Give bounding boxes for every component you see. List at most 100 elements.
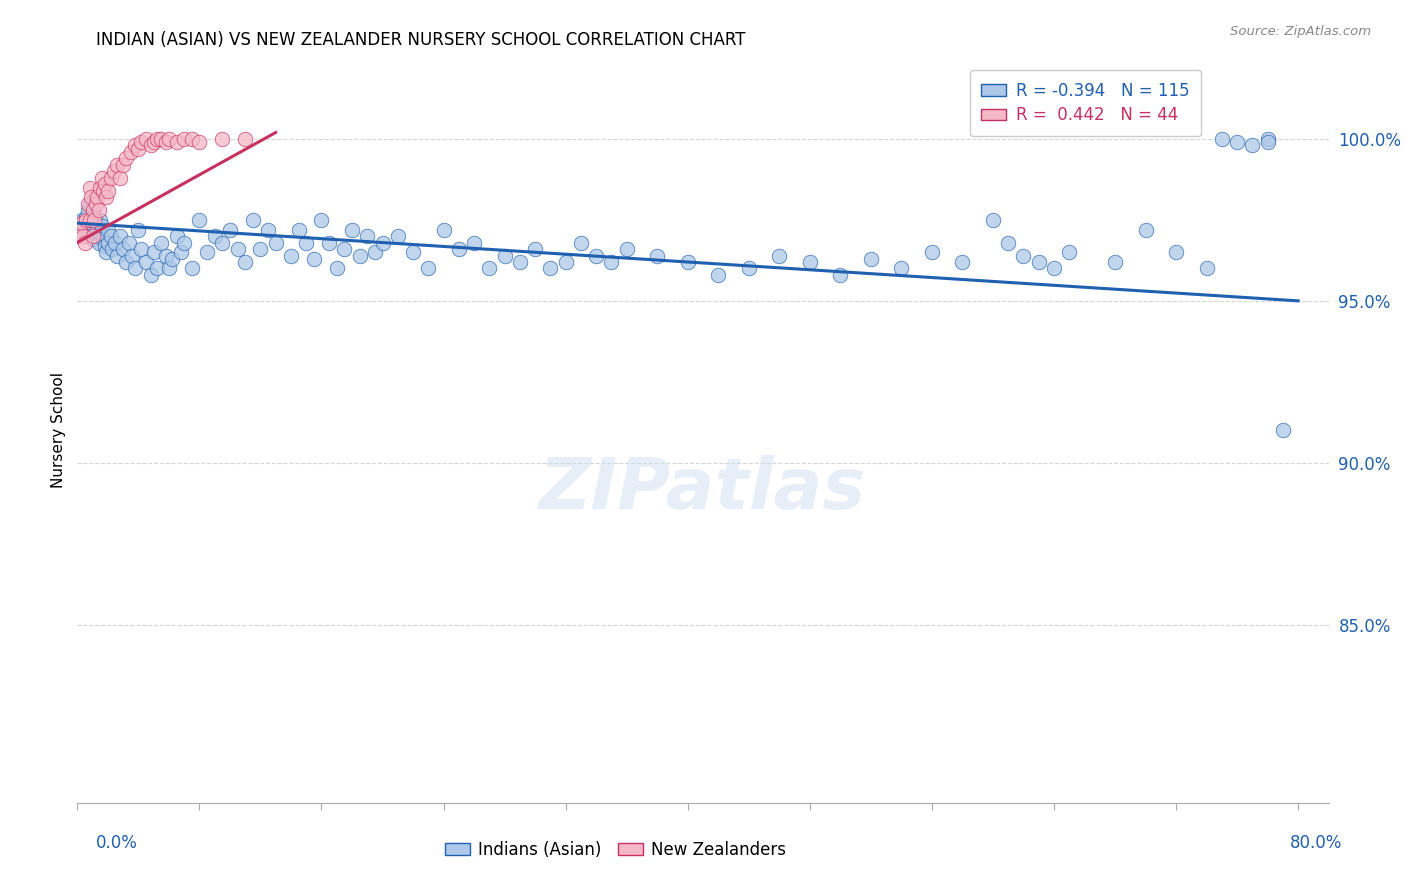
Point [326,261,349,276]
Point [295,235,318,250]
Point [952,255,974,269]
Point [830,268,852,282]
Point [166,135,188,149]
Point [211,132,233,146]
Point [302,252,325,266]
Point [494,248,516,262]
Point [921,245,943,260]
Point [76,213,98,227]
Point [127,142,149,156]
Point [318,235,340,250]
Point [139,138,162,153]
Point [70,216,93,230]
Point [69,222,91,236]
Y-axis label: Nursery School: Nursery School [51,372,66,489]
Point [150,235,173,250]
Point [100,170,122,185]
Point [890,261,912,276]
Point [86,222,108,236]
Point [124,261,146,276]
Point [524,242,547,256]
Point [131,135,153,149]
Point [616,242,638,256]
Point [118,235,141,250]
Point [432,222,454,236]
Legend: Indians (Asian), New Zealanders: Indians (Asian), New Zealanders [437,834,793,865]
Point [233,132,256,146]
Point [859,252,882,266]
Point [204,229,226,244]
Point [585,248,607,262]
Point [80,213,103,227]
Point [242,213,264,227]
Point [89,213,111,227]
Point [447,242,470,256]
Point [170,245,193,260]
Point [79,180,101,194]
Point [105,158,128,172]
Point [1164,245,1187,260]
Point [1195,261,1218,276]
Text: 0.0%: 0.0% [96,834,138,852]
Point [87,235,110,250]
Point [188,135,211,149]
Point [91,184,114,198]
Point [155,248,177,262]
Point [180,261,202,276]
Point [104,235,127,250]
Point [173,132,195,146]
Point [89,226,111,240]
Point [79,222,101,236]
Point [211,235,233,250]
Point [115,255,138,269]
Point [97,222,120,236]
Point [84,229,107,244]
Point [69,216,91,230]
Point [72,219,94,234]
Point [84,213,107,227]
Point [94,239,117,253]
Point [509,255,531,269]
Point [157,132,180,146]
Point [166,229,188,244]
Point [226,242,249,256]
Point [70,213,93,227]
Point [155,135,177,149]
Point [145,261,167,276]
Point [1028,255,1050,269]
Point [997,235,1019,250]
Point [311,213,333,227]
Point [97,235,120,250]
Point [90,219,112,234]
Point [768,248,790,262]
Point [96,245,118,260]
Point [1211,132,1233,146]
Point [150,132,173,146]
Point [1043,261,1066,276]
Point [94,178,117,192]
Point [1257,135,1279,149]
Text: 80.0%: 80.0% [1291,834,1343,852]
Point [79,196,101,211]
Point [142,245,165,260]
Point [84,196,107,211]
Point [364,245,387,260]
Point [1226,135,1249,149]
Point [96,190,118,204]
Point [333,242,356,256]
Point [79,213,101,227]
Point [131,242,153,256]
Point [101,242,124,256]
Point [249,242,271,256]
Point [108,229,131,244]
Point [105,248,128,262]
Point [180,132,202,146]
Point [100,229,122,244]
Point [340,222,363,236]
Point [173,235,195,250]
Point [83,219,105,234]
Point [145,132,167,146]
Text: ZIPatlas: ZIPatlas [540,456,866,524]
Point [1271,423,1294,437]
Point [72,229,94,244]
